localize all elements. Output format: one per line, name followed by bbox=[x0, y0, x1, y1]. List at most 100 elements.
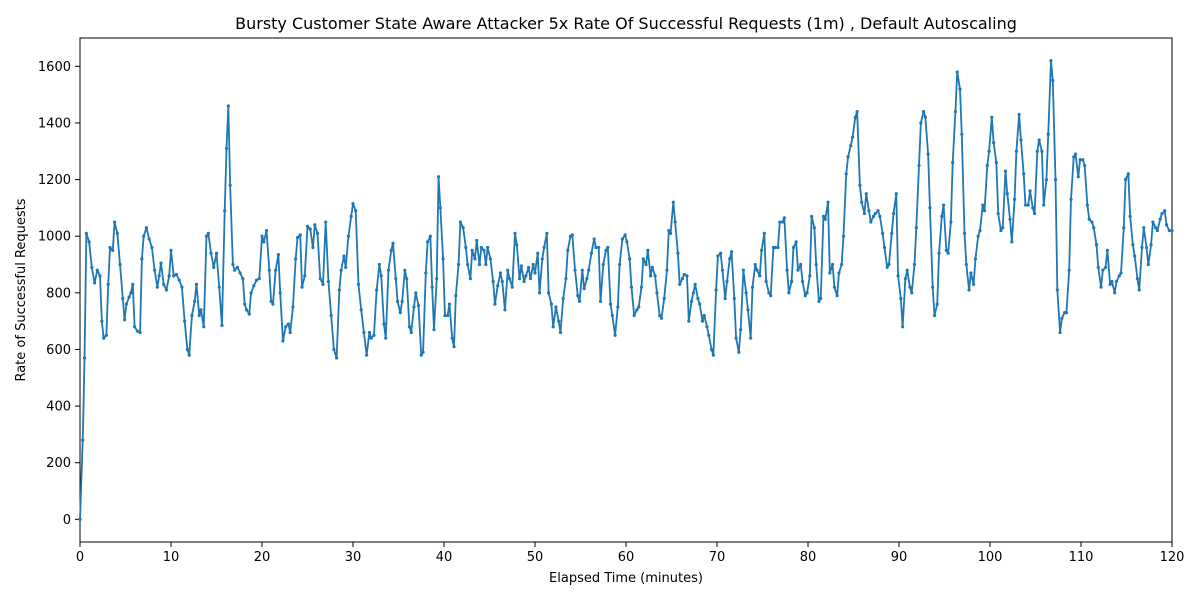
data-point bbox=[594, 245, 598, 250]
data-point bbox=[510, 285, 514, 289]
data-point bbox=[140, 257, 144, 261]
data-point bbox=[1078, 158, 1082, 162]
data-point bbox=[665, 268, 669, 272]
data-point bbox=[1042, 203, 1046, 207]
data-point bbox=[144, 226, 149, 230]
data-point bbox=[623, 233, 627, 237]
data-point bbox=[461, 226, 465, 230]
data-point bbox=[702, 313, 706, 318]
data-point bbox=[561, 296, 565, 301]
data-point bbox=[389, 248, 393, 252]
data-point bbox=[164, 288, 169, 292]
data-point bbox=[1126, 172, 1130, 176]
data-point bbox=[653, 274, 657, 278]
data-point bbox=[531, 262, 535, 267]
data-point bbox=[782, 216, 786, 220]
data-point bbox=[395, 299, 400, 303]
data-point bbox=[112, 220, 117, 224]
data-point bbox=[127, 295, 131, 299]
data-point bbox=[557, 319, 561, 323]
data-point bbox=[1149, 243, 1153, 247]
y-axis: 0 200 400 600 800 1000 1200 1400 1600 bbox=[38, 60, 80, 528]
data-point bbox=[102, 336, 106, 340]
data-point bbox=[554, 305, 558, 309]
data-point bbox=[303, 274, 307, 278]
data-point bbox=[878, 214, 882, 218]
data-point bbox=[1076, 175, 1080, 179]
data-point bbox=[212, 265, 216, 269]
data-point bbox=[1158, 217, 1162, 221]
data-point bbox=[238, 271, 242, 275]
data-point bbox=[1055, 288, 1059, 292]
data-point bbox=[932, 313, 937, 318]
data-point bbox=[329, 313, 333, 318]
data-point bbox=[351, 202, 355, 206]
data-point bbox=[625, 240, 629, 244]
data-point bbox=[204, 234, 209, 238]
data-point bbox=[542, 245, 546, 250]
data-point bbox=[202, 325, 206, 329]
data-point bbox=[835, 294, 839, 298]
data-point bbox=[369, 336, 373, 340]
data-point bbox=[311, 245, 315, 250]
data-point bbox=[1085, 203, 1089, 207]
data-point bbox=[935, 302, 939, 306]
data-point bbox=[769, 294, 773, 298]
data-point bbox=[1144, 245, 1149, 250]
data-point bbox=[908, 285, 912, 289]
data-point bbox=[582, 286, 586, 291]
y-tick-label: 1400 bbox=[38, 116, 71, 131]
data-point bbox=[344, 265, 348, 269]
data-point bbox=[592, 237, 596, 241]
data-point bbox=[864, 192, 868, 196]
data-point bbox=[78, 517, 82, 521]
data-point bbox=[1083, 163, 1087, 168]
data-point bbox=[1073, 152, 1078, 156]
data-point bbox=[432, 328, 436, 332]
data-point bbox=[111, 248, 115, 252]
data-point bbox=[1012, 197, 1017, 201]
data-point bbox=[876, 209, 880, 213]
y-tick-label: 200 bbox=[46, 456, 71, 471]
data-point bbox=[122, 318, 127, 322]
data-point bbox=[298, 233, 302, 237]
x-axis-label: Elapsed Time (minutes) bbox=[549, 571, 703, 586]
data-point bbox=[817, 299, 821, 303]
data-point bbox=[676, 251, 680, 255]
data-point bbox=[335, 356, 339, 360]
data-point bbox=[405, 277, 409, 281]
data-point bbox=[180, 285, 184, 289]
data-point bbox=[183, 319, 187, 323]
data-point bbox=[536, 251, 540, 255]
data-point bbox=[949, 220, 953, 224]
data-point bbox=[428, 234, 432, 238]
data-point bbox=[167, 274, 171, 278]
data-point bbox=[637, 305, 641, 309]
data-point bbox=[953, 110, 958, 114]
data-point bbox=[409, 330, 413, 335]
data-point bbox=[1128, 214, 1132, 218]
data-point bbox=[379, 274, 383, 278]
data-point bbox=[1058, 330, 1062, 335]
data-point bbox=[955, 70, 959, 74]
data-point bbox=[133, 325, 137, 329]
data-point bbox=[519, 264, 523, 268]
data-point bbox=[332, 347, 336, 352]
data-point bbox=[646, 248, 650, 252]
data-point bbox=[641, 257, 645, 261]
data-point bbox=[458, 220, 462, 224]
data-point bbox=[197, 313, 201, 318]
data-point bbox=[830, 262, 835, 267]
data-point bbox=[644, 262, 648, 267]
chart-title: Bursty Customer State Aware Attacker 5x … bbox=[235, 14, 1017, 33]
data-point bbox=[384, 336, 388, 340]
data-point bbox=[95, 268, 99, 272]
data-point bbox=[452, 345, 456, 349]
data-point bbox=[973, 257, 978, 261]
data-point bbox=[823, 217, 827, 221]
data-point bbox=[613, 333, 617, 337]
data-point bbox=[129, 291, 133, 295]
data-point bbox=[295, 236, 300, 240]
data-point bbox=[224, 146, 229, 151]
data-point bbox=[1090, 220, 1094, 224]
